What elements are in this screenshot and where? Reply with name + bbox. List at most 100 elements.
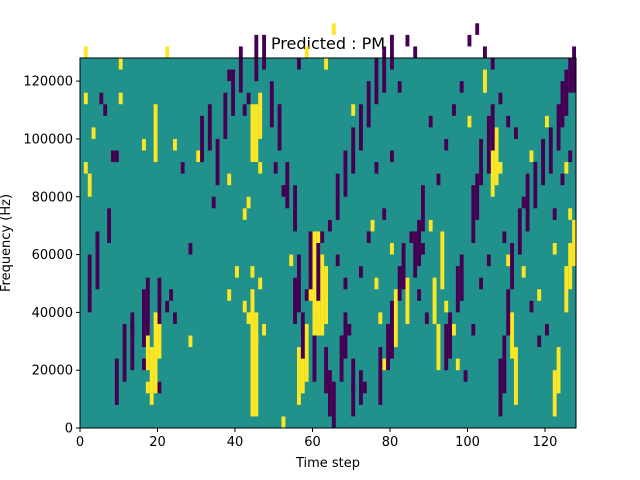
low-value-cell (95, 231, 100, 290)
high-value-cell (87, 185, 92, 197)
high-value-cell (262, 323, 267, 336)
low-value-cell (359, 370, 363, 405)
low-value-cell (157, 381, 162, 394)
low-value-cell (390, 34, 394, 70)
high-value-cell (300, 335, 305, 394)
low-value-cell (114, 150, 119, 163)
high-value-cell (254, 312, 259, 417)
high-value-cell (145, 381, 150, 394)
low-value-cell (486, 254, 491, 267)
high-value-cell (83, 92, 88, 105)
x-tick-label: 120 (533, 435, 558, 450)
high-value-cell (235, 266, 239, 278)
high-value-cell (351, 104, 356, 116)
x-tick-label: 40 (227, 435, 244, 450)
low-value-cell (444, 323, 449, 371)
low-value-cell (486, 115, 491, 174)
low-value-cell (300, 312, 305, 359)
low-value-cell (459, 81, 464, 93)
high-value-cell (564, 162, 569, 174)
low-value-cell (362, 381, 367, 394)
y-tick-label: 0 (65, 422, 73, 437)
high-value-cell (188, 335, 193, 348)
low-value-cell (374, 162, 379, 174)
low-value-cell (424, 312, 429, 324)
low-value-cell (308, 277, 313, 290)
x-tick-label: 0 (76, 435, 84, 450)
high-value-cell (324, 266, 329, 324)
low-value-cell (479, 138, 484, 186)
low-value-cell (568, 58, 573, 93)
low-value-cell (444, 138, 449, 151)
high-value-cell (564, 266, 569, 313)
low-value-cell (475, 23, 480, 35)
low-value-cell (273, 162, 278, 174)
high-value-cell (118, 58, 123, 70)
high-value-cell (250, 266, 255, 278)
high-value-cell (242, 300, 247, 313)
high-value-cell (545, 115, 549, 128)
y-axis-label: Frequency (Hz) (0, 194, 14, 292)
low-value-cell (529, 300, 534, 313)
high-value-cell (304, 323, 309, 382)
low-value-cell (246, 92, 251, 105)
low-value-cell (211, 196, 216, 209)
high-value-cell (506, 254, 511, 267)
low-value-cell (455, 266, 460, 313)
high-value-cell (320, 254, 325, 336)
low-value-cell (448, 312, 453, 359)
high-value-cell (242, 208, 247, 220)
low-value-cell (111, 150, 115, 163)
low-value-cell (242, 104, 247, 116)
low-value-cell (413, 231, 418, 278)
low-value-cell (490, 58, 495, 70)
high-value-cell (382, 358, 387, 371)
low-value-cell (293, 185, 298, 232)
high-value-cell (297, 347, 301, 405)
low-value-cell (417, 219, 422, 267)
high-value-cell (444, 300, 449, 313)
high-value-cell (281, 416, 286, 428)
high-value-cell (227, 289, 232, 301)
low-value-cell (285, 162, 290, 209)
high-value-cell (254, 104, 259, 163)
low-value-cell (463, 370, 468, 382)
high-value-cell (145, 323, 150, 371)
low-value-cell (169, 289, 174, 301)
low-value-cell (537, 335, 542, 348)
low-value-cell (541, 138, 546, 186)
high-value-cell (246, 196, 251, 209)
low-value-cell (107, 208, 112, 243)
y-axis: 0 20000 40000 60000 80000 100000 120000 (23, 75, 80, 437)
low-value-cell (556, 104, 561, 151)
low-value-cell (502, 335, 507, 394)
low-value-cell (312, 335, 317, 382)
high-value-cell (83, 162, 88, 174)
low-value-cell (386, 323, 391, 371)
low-value-cell (417, 289, 422, 301)
high-value-cell (196, 150, 201, 163)
low-value-cell (533, 162, 538, 209)
low-value-cell (157, 277, 162, 324)
low-value-cell (506, 289, 511, 336)
low-value-cell (200, 115, 205, 163)
high-value-cell (483, 69, 487, 82)
low-value-cell (227, 69, 232, 82)
x-axis-label: Time step (295, 456, 360, 471)
y-tick-label: 100000 (23, 132, 73, 147)
low-value-cell (564, 69, 569, 116)
low-value-cell (510, 243, 515, 290)
low-value-cell (277, 104, 282, 151)
high-value-cell (490, 138, 495, 197)
low-value-cell (324, 347, 329, 394)
low-value-cell (525, 173, 530, 232)
low-value-cell (142, 289, 146, 348)
high-value-cell (308, 289, 313, 301)
low-value-cell (552, 208, 557, 220)
low-value-cell (490, 104, 495, 151)
low-value-cell (343, 277, 348, 290)
low-value-cell (359, 104, 363, 151)
high-value-cell (250, 104, 255, 163)
low-value-cell (475, 173, 480, 220)
